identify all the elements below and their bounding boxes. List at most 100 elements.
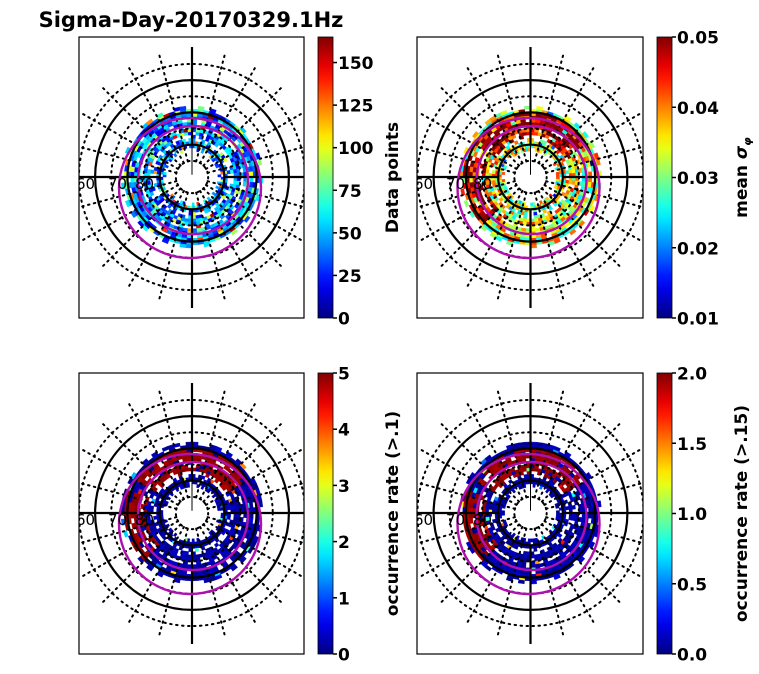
- colorbar-tick-label: 125: [338, 97, 374, 117]
- dotted-meridian: [417, 184, 518, 243]
- dotted-meridian: [496, 51, 528, 163]
- dotted-meridian: [99, 84, 182, 167]
- oval-poleward-boundary: [475, 124, 588, 236]
- colorbar-tick-label: 50: [338, 224, 362, 244]
- dotted-meridian: [195, 51, 227, 163]
- heatmap-cell: [533, 547, 538, 552]
- colorbar-tick-label: 0: [338, 310, 350, 330]
- dotted-meridian: [540, 523, 623, 606]
- dotted-meridian: [206, 145, 304, 174]
- heatmap-cell: [553, 201, 559, 207]
- heatmap-cell: [217, 174, 222, 178]
- dotted-meridian: [537, 525, 597, 626]
- lat-label: 80: [135, 175, 154, 193]
- dotted-meridian: [199, 400, 258, 501]
- polar-panel-top-right: 60 70 80 0.01 0.02 0.03 0.04 0.05 mean σφ: [416, 29, 754, 330]
- heatmap-cell: [191, 538, 195, 543]
- dotted-meridian: [202, 84, 285, 167]
- lat-label: 60: [414, 511, 433, 529]
- colorbar-tick-label: 1.5: [677, 435, 707, 455]
- oval-poleward-boundary: [136, 460, 250, 572]
- dotted-meridian: [545, 180, 643, 209]
- heatmap-cell: [153, 515, 158, 520]
- dotted-meridian: [157, 191, 189, 303]
- heatmap-cell: [501, 179, 506, 183]
- heatmap-cell: [249, 517, 254, 524]
- heatmap-cell: [249, 502, 254, 509]
- colorbar-tick-label: 0.05: [677, 29, 719, 49]
- dotted-meridian: [545, 481, 643, 510]
- colorbar-tick-label: 0.0: [677, 646, 707, 666]
- colorbar-tick-label: 0.01: [677, 310, 719, 330]
- colorbar-label: Data points: [383, 122, 403, 233]
- colorbar-tick-label: 25: [338, 267, 362, 287]
- dotted-meridian: [543, 520, 643, 579]
- heatmap-cell: [523, 474, 528, 479]
- dotted-meridian: [79, 184, 180, 243]
- dotted-meridian: [533, 51, 565, 163]
- heatmap-cell: [179, 105, 187, 111]
- heatmap-cell: [191, 202, 195, 207]
- dotted-meridian: [438, 187, 521, 270]
- dotted-meridian: [438, 420, 521, 503]
- dotted-lat-circle: [513, 495, 548, 531]
- axes-frame: [78, 36, 305, 319]
- colorbar-gradient: [656, 372, 673, 655]
- heatmap-cell: [146, 564, 154, 572]
- colorbar-tick-label: 4: [338, 421, 350, 441]
- dotted-meridian: [79, 520, 180, 579]
- colorbar-label: mean σφ: [732, 137, 754, 218]
- plot-area: 60 70 80: [414, 383, 643, 644]
- dotted-meridian: [126, 525, 185, 626]
- dotted-meridian: [496, 191, 528, 303]
- oval-equatorward-boundary: [456, 452, 601, 596]
- dotted-meridian: [204, 184, 304, 243]
- dotted-meridian: [99, 187, 182, 270]
- heatmap-cell: [214, 445, 223, 452]
- dotted-meridian: [126, 64, 185, 165]
- colorbar-gradient: [656, 36, 673, 319]
- heatmap-cell: [120, 182, 126, 190]
- dotted-meridian: [157, 527, 189, 639]
- heatmap-cell: [179, 243, 187, 249]
- heatmap-cell: [173, 532, 178, 538]
- oval-equatorward-boundary: [456, 116, 601, 260]
- colorbar-tick-label: 5: [338, 365, 350, 385]
- heatmap-cell: [220, 530, 226, 536]
- heatmap-cell: [230, 564, 238, 572]
- heatmap-cell: [120, 518, 126, 526]
- dotted-meridian: [545, 145, 643, 174]
- colorbar-tick-label: 100: [338, 139, 374, 159]
- dotted-meridian: [79, 516, 178, 545]
- heatmap-cell: [530, 202, 534, 207]
- plot-area: 60 70 80: [417, 47, 643, 308]
- oval-poleward-boundary: [475, 460, 588, 572]
- dotted-meridian: [417, 145, 516, 174]
- oval-equatorward-boundary: [117, 452, 263, 596]
- dotted-meridian: [195, 527, 227, 639]
- heatmap-cell: [472, 131, 479, 139]
- heatmap-cell: [507, 479, 514, 485]
- heatmap-cell: [556, 510, 560, 514]
- dotted-lat-circle: [513, 159, 548, 195]
- dotted-meridian: [417, 481, 516, 510]
- colorbar-tick-label: 1.0: [677, 505, 707, 525]
- dotted-meridian: [464, 525, 524, 626]
- dotted-meridian: [79, 447, 180, 506]
- heatmap-cell: [556, 174, 560, 178]
- heatmap-cell: [194, 547, 199, 552]
- oval-poleward-boundary: [136, 124, 250, 236]
- colorbar-tick-label: 2.0: [677, 365, 707, 385]
- heatmap-cell: [501, 510, 505, 514]
- dotted-meridian: [540, 420, 623, 503]
- heatmap-cell: [500, 109, 508, 116]
- dotted-meridian: [464, 400, 524, 501]
- polar-panel-bottom-right: 60 70 80 0.0 0.5 1.0 1.5 2.0 occurrence rate (>.…: [414, 365, 752, 666]
- colorbar: 0 1 2 3 4 5 occurrence rate (>.1): [317, 365, 403, 666]
- dotted-meridian: [496, 527, 528, 639]
- heatmap-cell: [162, 171, 167, 175]
- colorbar-tick-label: 75: [338, 182, 362, 202]
- dotted-meridian: [540, 84, 623, 167]
- lat-label: 60: [76, 175, 95, 193]
- lat-label: 80: [473, 175, 492, 193]
